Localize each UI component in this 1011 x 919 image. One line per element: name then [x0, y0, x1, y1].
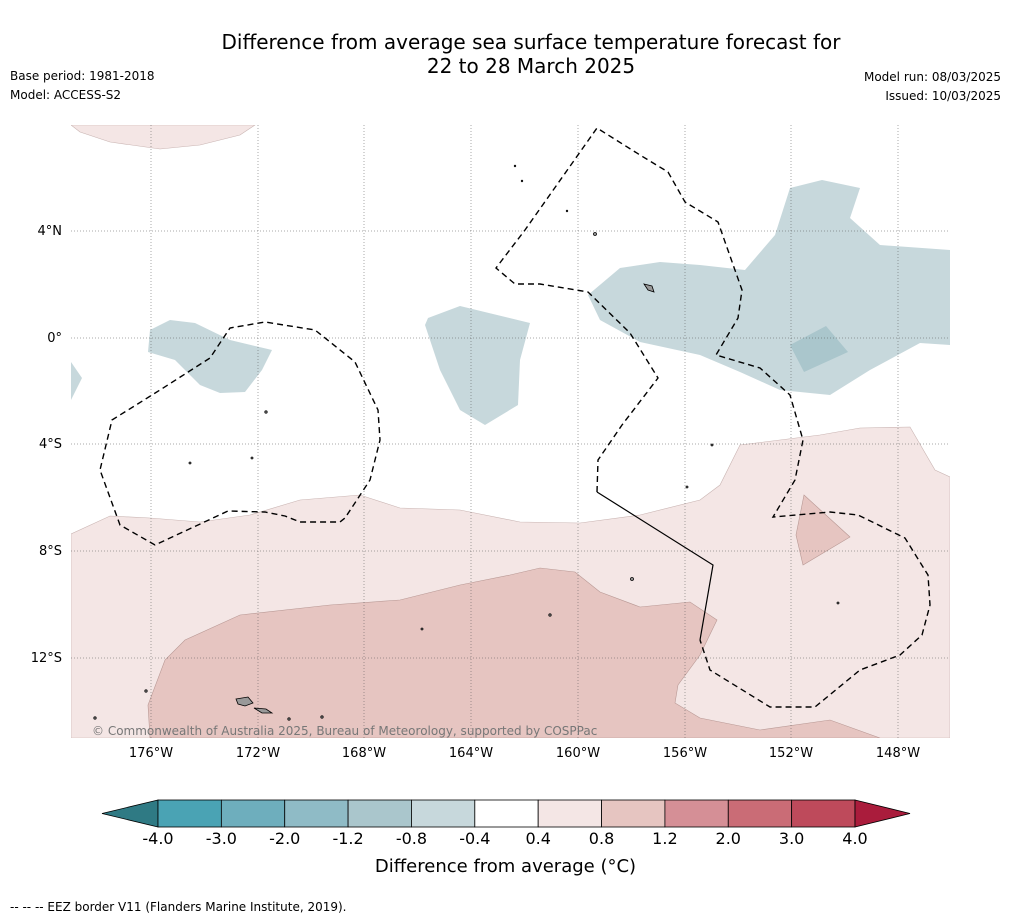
lon-label-148w: 148°W: [875, 746, 921, 761]
model-run-text: Model run: 08/03/2025: [863, 70, 1001, 84]
cool-anomaly-edge: [71, 362, 82, 400]
colorbar-segment: [220, 799, 286, 828]
lon-label-164w: 164°W: [448, 746, 494, 761]
colorbar-tick-label: 0.8: [588, 829, 615, 848]
colorbar-segment: [284, 799, 349, 828]
colorbar-tick-label: -0.4: [459, 829, 491, 848]
colorbar-segment: [537, 799, 602, 828]
lon-label-152w: 152°W: [768, 746, 814, 761]
island-savaii: [235, 696, 254, 707]
warm-anomaly-core: [147, 567, 881, 738]
colorbar-extend-high: [854, 799, 911, 828]
warm-anomaly-top: [71, 125, 256, 150]
lon-label-160w: 160°W: [555, 746, 601, 761]
cool-anomaly-core: [790, 326, 848, 372]
lat-label-4s: 4°S: [38, 437, 62, 452]
colorbar-tick-label: 0.4: [525, 829, 551, 848]
colorbar-segment: [411, 799, 476, 828]
graticule: [71, 125, 950, 738]
lon-label-176w: 176°W: [128, 746, 174, 761]
colorbar: [101, 799, 911, 828]
map-title: Difference from average sea surface temp…: [0, 30, 1011, 78]
copyright-notice: © Commonwealth of Australia 2025, Bureau…: [92, 724, 598, 738]
base-period-text: Base period: 1981-2018: [10, 69, 155, 83]
colorbar-tick-label: -4.0: [142, 829, 174, 848]
eez-solid-border: [596, 491, 714, 641]
title-line-1: Difference from average sea surface temp…: [221, 30, 841, 54]
colorbar-extend-low: [101, 799, 159, 828]
title-line-2: 22 to 28 March 2025: [426, 54, 636, 78]
colorbar-segment: [791, 799, 856, 828]
eez-borders: [99, 127, 931, 708]
lat-label-12s: 12°S: [30, 651, 62, 666]
island-atoll: [593, 232, 597, 236]
warm-anomaly-patch: [795, 494, 851, 566]
colorbar-tick-label: -3.0: [205, 829, 237, 848]
cool-anomaly-east: [588, 180, 950, 395]
colorbar-tick-label: 2.0: [715, 829, 741, 848]
colorbar-segment: [727, 799, 793, 828]
colorbar-tick-label: 1.2: [652, 829, 678, 848]
colorbar-tick-label: 3.0: [778, 829, 805, 848]
island-upolu: [253, 707, 274, 714]
colorbar-label: Difference from average (°C): [374, 856, 637, 877]
island-atoll-north: [643, 283, 655, 293]
islands: [93, 164, 840, 721]
lat-label-8s: 8°S: [38, 544, 62, 559]
issued-text: Issued: 10/03/2025: [885, 89, 1001, 103]
colorbar-segment: [347, 799, 412, 828]
colorbar-tick-label: -2.0: [269, 829, 301, 848]
colorbar-segment: [601, 799, 666, 828]
colorbar-segment: [474, 799, 539, 828]
lon-label-168w: 168°W: [341, 746, 387, 761]
lat-label-4n: 4°N: [37, 224, 63, 239]
cool-anomaly-central: [425, 306, 530, 425]
colorbar-segment: [664, 799, 729, 828]
lon-label-172w: 172°W: [235, 746, 281, 761]
colorbar-tick-label: 4.0: [842, 829, 868, 848]
colorbar-tick-label: -1.2: [332, 829, 364, 848]
map-frame: [71, 125, 950, 738]
colorbar-tick-label: -0.8: [395, 829, 428, 848]
colorbar-segment: [157, 799, 222, 828]
lon-label-156w: 156°W: [662, 746, 708, 761]
model-text: Model: ACCESS-S2: [10, 88, 122, 102]
lat-label-0: 0°: [47, 331, 62, 346]
eez-legend-footer: -- -- -- EEZ border V11 (Flanders Marine…: [10, 900, 347, 914]
